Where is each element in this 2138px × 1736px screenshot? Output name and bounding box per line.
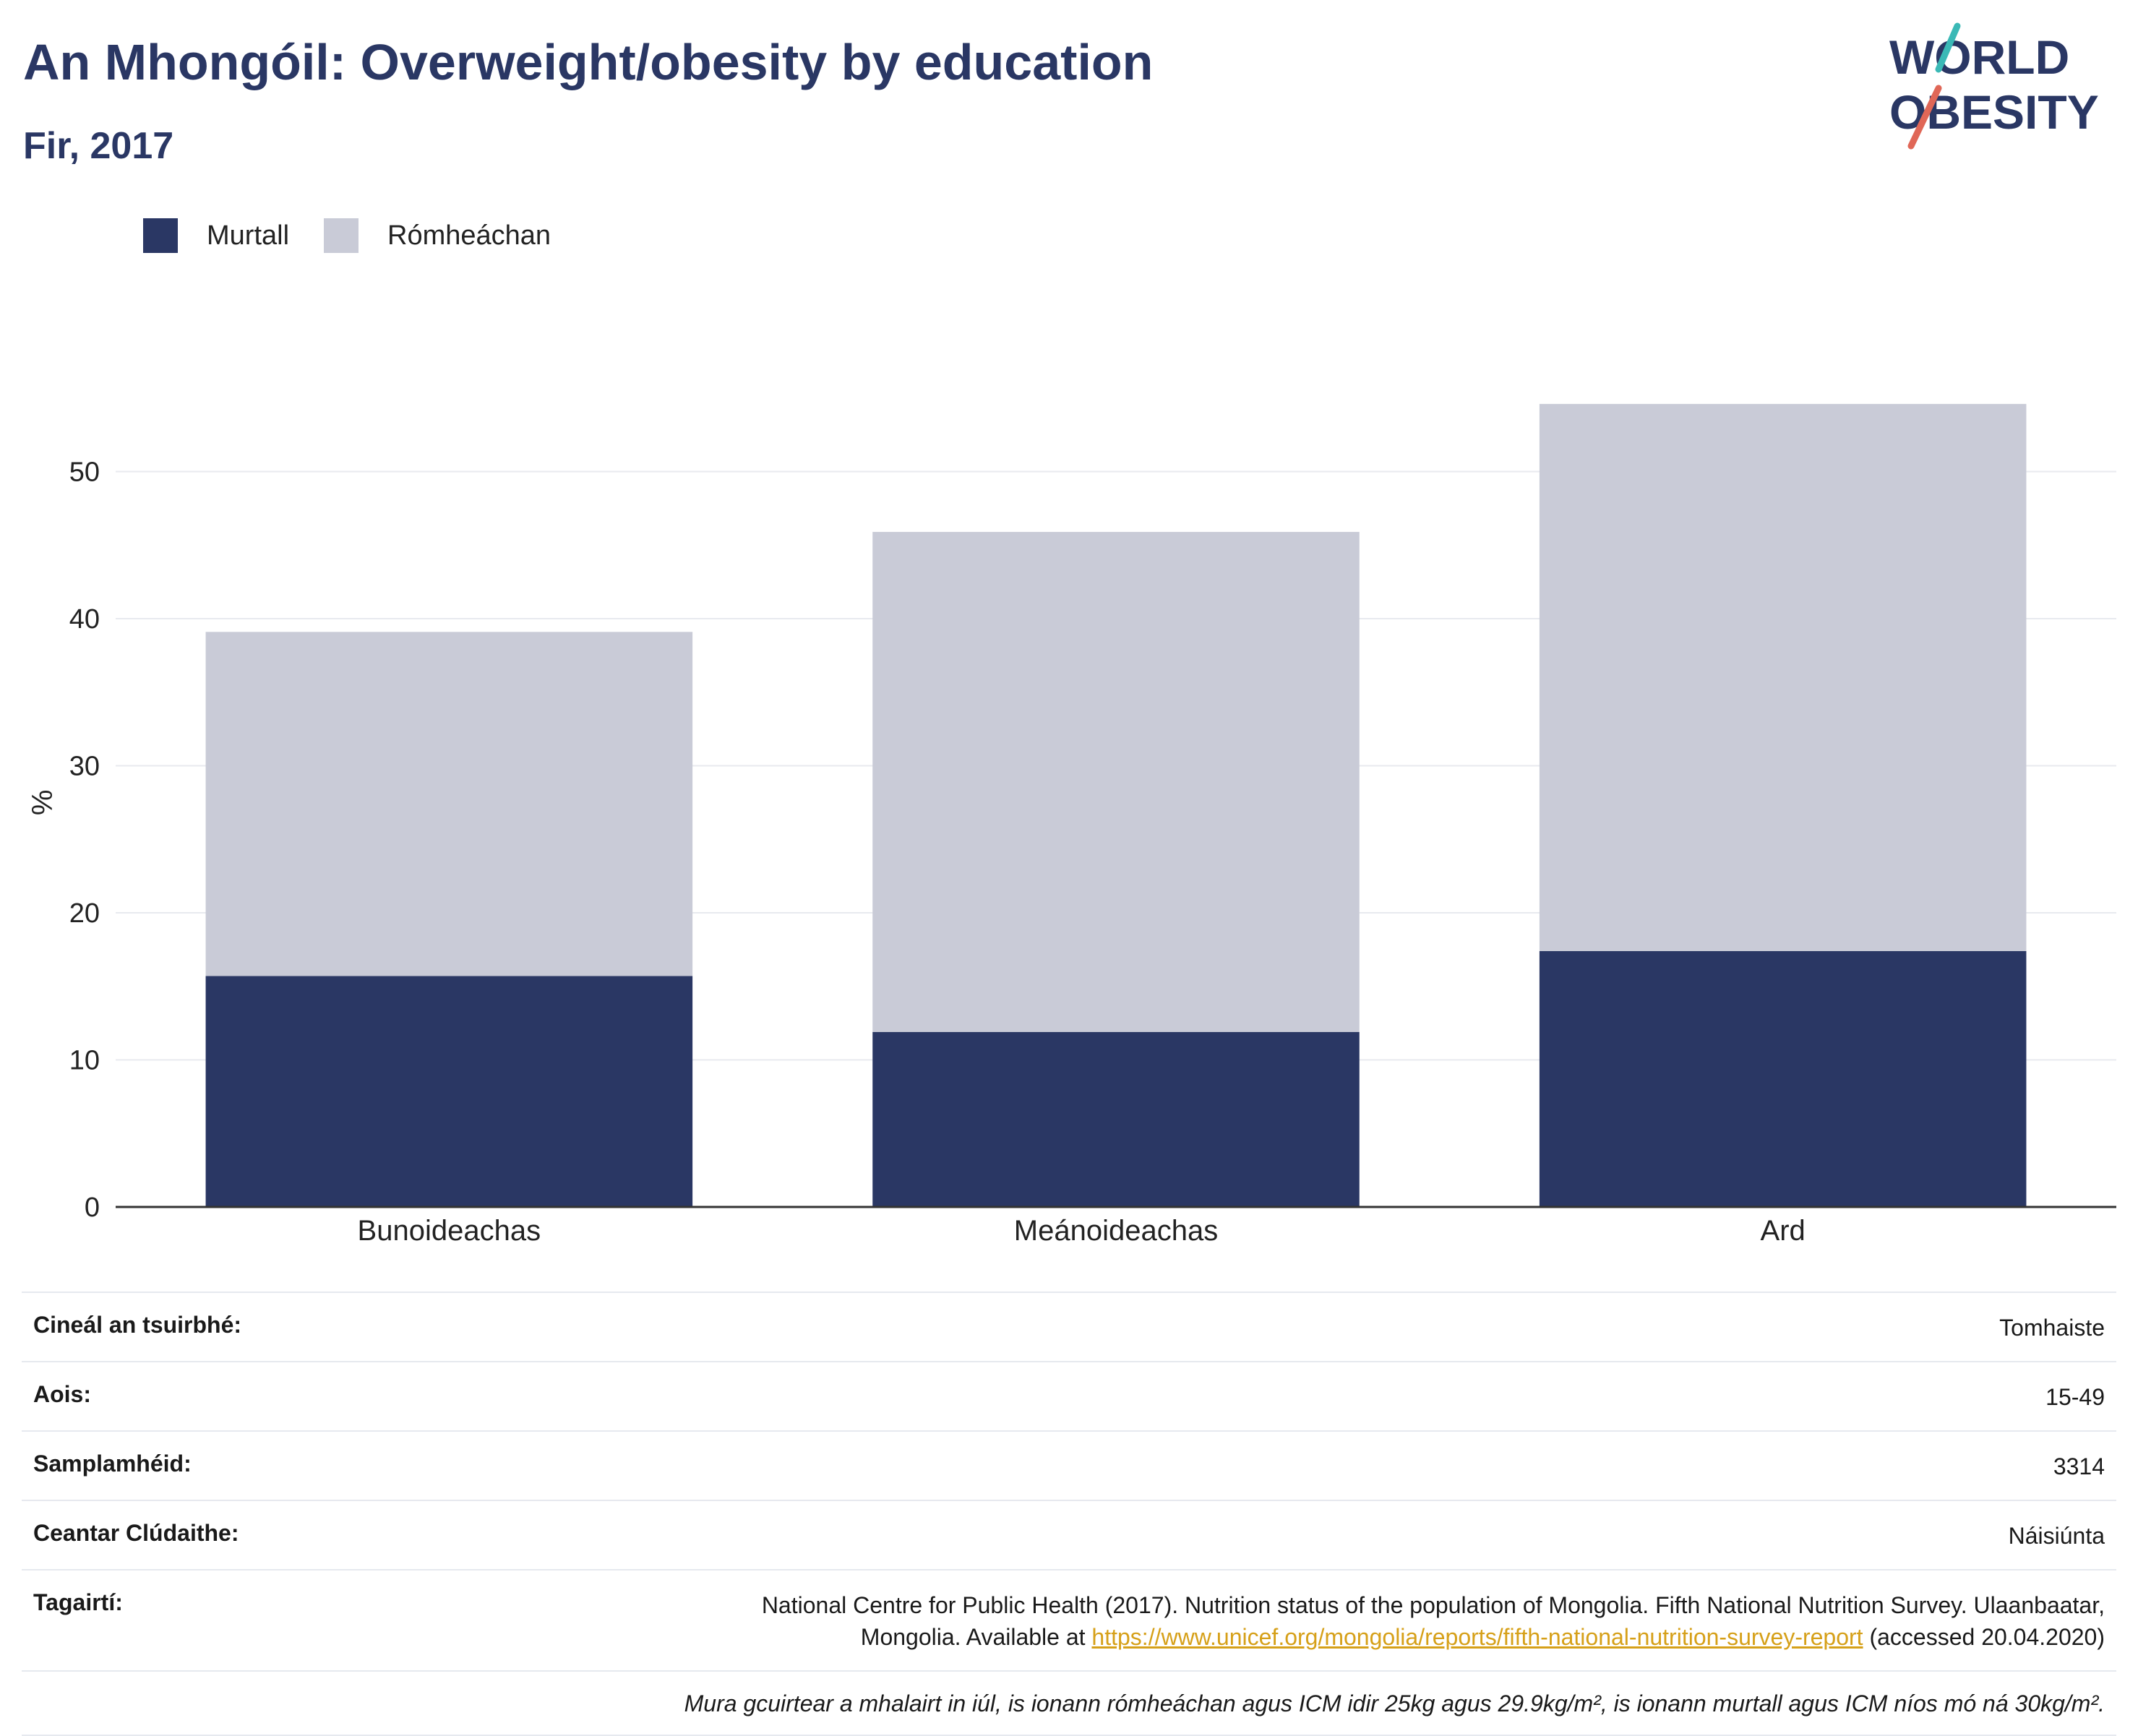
reference-link[interactable]: https://www.unicef.org/mongolia/reports/…	[1091, 1624, 1863, 1650]
info-value: 15-49	[2045, 1384, 2105, 1410]
info-row-sample-size: Samplamhéid: 3314	[22, 1430, 2116, 1500]
info-label: Ceantar Clúdaithe:	[33, 1520, 239, 1546]
reference-suffix: (accessed 20.04.2020)	[1863, 1624, 2105, 1650]
info-row-references: Tagairtí: National Centre for Public Hea…	[22, 1569, 2116, 1670]
info-value: Náisiúnta	[2008, 1523, 2105, 1549]
info-value: 3314	[2053, 1453, 2105, 1479]
info-label: Cineál an tsuirbhé:	[33, 1312, 242, 1338]
definition-note: Mura gcuirtear a mhalairt in iúl, is ion…	[22, 1670, 2116, 1736]
y-tick-label: 30	[69, 752, 100, 782]
reference-line-1: National Centre for Public Health (2017)…	[761, 1592, 2105, 1618]
y-axis-label: %	[27, 790, 59, 816]
bar-murtall-1	[205, 976, 693, 1207]
legend-label: Murtall	[207, 220, 290, 251]
bar-murtall-3	[1539, 950, 2027, 1207]
info-row-age: Aois: 15-49	[22, 1361, 2116, 1430]
bar-r-mhe-chan-3	[1539, 403, 2027, 951]
logo-slash-bottom	[1907, 85, 1942, 150]
world-obesity-logo: WORLD OBESITY	[1889, 22, 2099, 150]
y-tick-label: 20	[69, 898, 100, 929]
legend-swatch-murtall	[143, 218, 178, 253]
legend-label: Rómheáchan	[387, 220, 551, 251]
info-label: Samplamhéid:	[33, 1451, 192, 1477]
bar-r-mhe-chan-1	[205, 632, 693, 976]
info-label: Aois:	[33, 1381, 91, 1407]
y-tick-label: 40	[69, 604, 100, 635]
reference-prefix: Mongolia. Available at	[860, 1624, 1092, 1650]
chart-legend: Murtall Rómheáchan	[143, 214, 585, 257]
y-tick-label: 0	[85, 1193, 100, 1223]
x-tick-label: Ard	[1761, 1215, 1806, 1247]
legend-item-murtall[interactable]: Murtall	[143, 218, 289, 253]
y-tick-label: 50	[69, 457, 100, 488]
info-row-coverage: Ceantar Clúdaithe: Náisiúnta	[22, 1500, 2116, 1569]
reference-text: National Centre for Public Health (2017)…	[762, 1589, 2105, 1653]
page-subtitle: Fir, 2017	[23, 125, 174, 167]
bar-murtall-2	[872, 1031, 1360, 1207]
info-label: Tagairtí:	[33, 1589, 123, 1615]
x-tick-label: Bunoideachas	[358, 1215, 541, 1247]
legend-item-romheachan[interactable]: Rómheáchan	[324, 218, 551, 253]
bar-r-mhe-chan-2	[872, 531, 1360, 1032]
x-tick-label: Meánoideachas	[1014, 1215, 1218, 1247]
info-row-survey-type: Cineál an tsuirbhé: Tomhaiste	[22, 1292, 2116, 1361]
logo-word-world: WORLD	[1889, 30, 2069, 84]
survey-info-table: Cineál an tsuirbhé: Tomhaiste Aois: 15-4…	[22, 1292, 2116, 1736]
page-title: An Mhongóil: Overweight/obesity by educa…	[23, 34, 1154, 90]
legend-swatch-romheachan	[324, 218, 359, 253]
logo-slash-top	[1935, 22, 1961, 73]
bar-chart: 0 10 20 30 40 50% Bunoideachas Meánoideachas Ard	[27, 403, 2116, 1247]
reference-line-2: Mongolia. Available at https://www.unice…	[762, 1621, 2105, 1653]
y-tick-label: 10	[69, 1046, 100, 1076]
info-value: Tomhaiste	[1999, 1315, 2105, 1341]
